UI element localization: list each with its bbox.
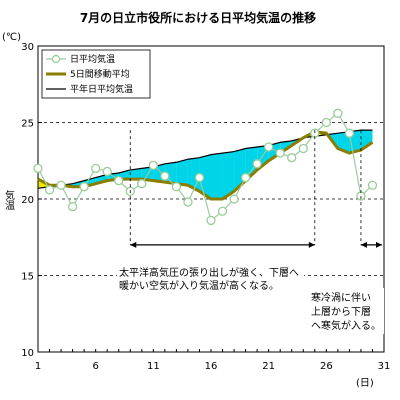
legend-ma-label: 5日間移動平均 — [70, 68, 130, 80]
legend-normal-label: 平年日平均気温 — [70, 83, 133, 95]
x-unit-label: (日) — [356, 378, 374, 389]
daily-mean-point — [217, 206, 228, 216]
daily-mean-point — [367, 180, 378, 190]
daily-mean-point — [344, 128, 355, 138]
cold-vortex-text-line: 寒冷渦に伴い — [311, 291, 371, 304]
daily-mean-point — [321, 117, 331, 128]
daily-mean-point — [264, 142, 274, 152]
daily-mean-point — [148, 160, 158, 170]
daily-mean-point — [252, 159, 262, 169]
y-tick-label: 20 — [21, 195, 34, 206]
x-tick-label: 31 — [378, 361, 391, 372]
pacific-high-textbox — [117, 264, 304, 294]
legend-daily-marker — [51, 54, 61, 64]
cold-vortex-arrow-head-right — [376, 241, 382, 248]
x-tick-label: 1 — [35, 361, 41, 372]
pacific-high-text-line: 暖かい空気が入り気温が高くなる。 — [119, 279, 279, 292]
daily-mean-point — [171, 182, 182, 192]
x-tick-label: 21 — [262, 361, 275, 372]
x-tick-label: 16 — [205, 361, 218, 372]
series-layer — [33, 108, 378, 226]
below-normal-fill — [130, 168, 142, 180]
x-tick-label: 11 — [147, 361, 160, 372]
anomaly-fills — [38, 130, 373, 199]
daily-mean-point — [44, 185, 55, 195]
y-unit-label: (℃) — [2, 32, 21, 43]
below-normal-fill — [176, 159, 188, 186]
daily-mean-point — [114, 175, 124, 186]
y-tick-label: 25 — [21, 119, 34, 130]
legend-daily-label: 日平均気温 — [70, 53, 115, 65]
daily-mean-point — [287, 153, 297, 163]
daily-mean-point — [137, 179, 147, 189]
cold-vortex-text-line: 上層から下層 — [311, 306, 371, 318]
y-tick-label: 15 — [21, 272, 34, 283]
annotations: 太平洋高気圧の張り出しが強く、下層へ暖かい空気が入り気温が高くなる。寒冷渦に伴い… — [117, 130, 384, 334]
below-normal-fill — [211, 153, 223, 199]
y-axis-label: 気温 — [3, 189, 15, 210]
daily-mean-point — [206, 215, 216, 226]
x-tick-label: 6 — [92, 361, 98, 372]
below-normal-fill — [337, 131, 350, 154]
daily-mean-point — [79, 182, 89, 192]
daily-mean-point — [333, 108, 343, 118]
daily-mean-point — [194, 172, 205, 183]
cold-vortex-textbox — [308, 288, 384, 334]
x-tick-label: 26 — [320, 361, 333, 372]
pacific-high-text-line: 太平洋高気圧の張り出しが強く、下層へ — [119, 266, 299, 279]
daily-mean-point — [160, 171, 170, 181]
daily-mean-point — [56, 180, 66, 190]
daily-mean-point — [102, 166, 112, 177]
daily-mean-point — [91, 163, 101, 174]
cold-vortex-arrow-head-left — [360, 241, 367, 248]
daily-mean-point — [298, 143, 308, 154]
daily-mean-point — [67, 201, 78, 212]
chart-title: 7月の日立市役所における日平均気温の推移 — [80, 10, 316, 25]
daily-mean-point — [183, 197, 193, 207]
daily-mean-point — [275, 148, 285, 158]
below-normal-fill — [222, 151, 235, 199]
below-normal-fill — [360, 130, 373, 151]
cold-vortex-text-line: へ寒気が入る。 — [311, 319, 381, 332]
below-normal-fill — [118, 169, 131, 180]
pacific-high-arrow-head-right — [308, 241, 315, 248]
pacific-high-arrow-head-left — [130, 241, 137, 248]
daily-mean-point — [33, 163, 43, 174]
y-tick-label: 30 — [21, 42, 34, 53]
y-tick-label: 10 — [21, 348, 34, 359]
daily-mean-point — [229, 194, 239, 204]
daily-mean-point — [240, 172, 251, 183]
